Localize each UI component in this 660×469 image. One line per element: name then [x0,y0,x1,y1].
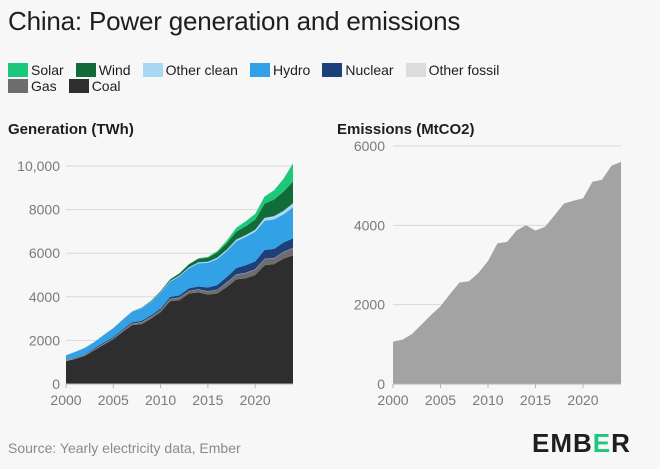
area-coal [66,255,293,384]
legend-swatch [8,79,28,93]
generation-chart-title: Generation (TWh) [8,121,134,138]
legend-item-wind: Wind [75,62,131,78]
y-tick-label: 8000 [29,202,60,218]
page-title: China: Power generation and emissions [8,6,461,36]
legend-label: Other clean [165,62,238,78]
legend: Solar Wind Other clean Hydro Nuclear Oth… [8,62,511,94]
legend-label: Hydro [272,62,311,78]
legend-item-gas: Gas [8,78,57,94]
x-tick-label: 2020 [567,392,598,408]
legend-label: Other fossil [428,62,500,78]
area-gas [66,248,293,362]
y-tick-label: 6000 [354,138,385,154]
y-tick-label: 10,000 [17,158,60,174]
legend-row: Gas Coal [8,78,511,94]
legend-item-hydro: Hydro [249,62,311,78]
legend-item-coal: Coal [68,78,121,94]
legend-item-other-clean: Other clean [142,62,238,78]
legend-swatch [322,63,343,77]
legend-label: Wind [98,62,131,78]
x-tick-label: 2010 [472,392,503,408]
legend-swatch [405,63,426,77]
x-tick-label: 2015 [520,392,551,408]
legend-swatch [68,79,89,93]
legend-label: Coal [91,78,121,94]
x-tick-label: 2000 [377,392,408,408]
x-tick-label: 2005 [98,392,129,408]
y-tick-label: 2000 [354,297,385,313]
legend-label: Gas [31,78,57,94]
area-hydro [66,207,293,361]
x-tick-label: 2000 [50,392,81,408]
legend-item-solar: Solar [8,62,64,78]
area-emissions [393,161,621,384]
source-note: Source: Yearly electricity data, Ember [8,440,241,456]
x-tick-label: 2020 [240,392,271,408]
logo-text-part: EMB [532,428,593,458]
y-tick-label: 0 [52,376,60,392]
y-tick-label: 2000 [29,332,60,348]
legend-swatch [142,63,163,77]
area-other-clean [66,203,293,356]
logo-accent-letter: E [592,428,612,458]
legend-swatch [249,63,270,77]
y-tick-label: 6000 [29,245,60,261]
emissions-chart-title: Emissions (MtCO2) [337,121,475,138]
legend-label: Solar [31,62,64,78]
legend-row: Solar Wind Other clean Hydro Nuclear Oth… [8,62,511,78]
area-nuclear [66,238,293,361]
legend-item-other-fossil: Other fossil [405,62,500,78]
legend-item-nuclear: Nuclear [322,62,394,78]
y-tick-label: 4000 [29,289,60,305]
y-tick-label: 0 [377,376,385,392]
legend-swatch [75,63,96,77]
logo-text-part: R [611,428,631,458]
ember-logo: EMBER [532,428,631,459]
x-tick-label: 2010 [145,392,176,408]
x-tick-label: 2015 [192,392,223,408]
x-tick-label: 2005 [425,392,456,408]
legend-swatch [8,63,28,77]
legend-label: Nuclear [345,62,394,78]
y-tick-label: 4000 [354,217,385,233]
